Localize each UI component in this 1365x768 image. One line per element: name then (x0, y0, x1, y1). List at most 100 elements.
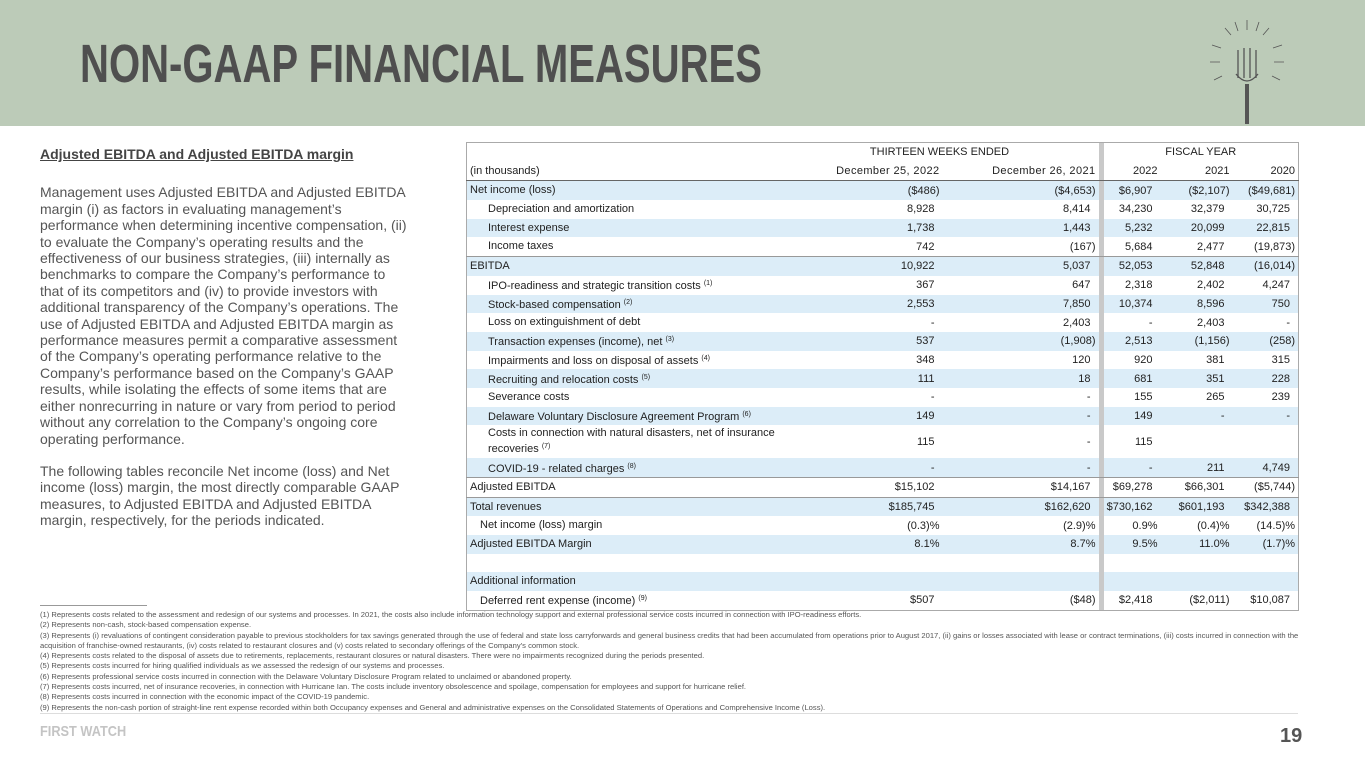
footnote: (6) Represents professional service cost… (40, 671, 572, 681)
value-cell: 5,684 (1103, 237, 1161, 258)
value-cell: 5,037 (942, 256, 1099, 276)
gap (1098, 497, 1104, 517)
value-cell: 34,230 (1118, 203, 1153, 216)
value-cell: 52,848 (1160, 256, 1233, 276)
value-cell: ($5,744) (1232, 477, 1299, 498)
footnote: (3) Represents (i) revaluations of conti… (40, 630, 1299, 650)
value-cell: 315 (1271, 353, 1291, 366)
row-label: Deferred rent expense (income) (9) (467, 591, 781, 610)
value-cell: 7,850 (942, 294, 1099, 314)
value-cell: (1,908) (942, 331, 1099, 351)
value-cell: $185,745 (780, 497, 943, 517)
value-cell: - (930, 391, 935, 404)
footer-rule (40, 713, 1298, 714)
fork-icon (1210, 20, 1284, 124)
footnote: (1) Represents costs related to the asse… (40, 610, 862, 619)
column-header: December 26, 2021 (942, 161, 1099, 182)
column-header: December 25, 2022 (780, 161, 943, 182)
value-cell: 381 (1206, 353, 1225, 366)
table-row: Loss on extinguishment of debt - 2,403 - 2,4… (467, 313, 1299, 332)
gap (1098, 387, 1104, 407)
table-row: Severance costs - - 155 265 239 (467, 387, 1299, 407)
page-number: 19 (1280, 725, 1303, 747)
brand: FIRST WATCH (40, 723, 127, 740)
row-label: Costs in connection with natural disaste… (467, 425, 781, 458)
value-cell (1103, 572, 1161, 592)
value-cell: 367 (916, 279, 935, 292)
value-cell: 22,815 (1232, 218, 1299, 238)
label-text: Adjusted EBITDA (470, 480, 556, 493)
label-text: EBITDA (470, 259, 510, 272)
table-row: Recruiting and relocation costs (5) 111 18… (466, 369, 1299, 388)
table-row: Stock-based compensation (2) 2,553 7,850 10… (466, 294, 1299, 314)
value-cell: (16,014) (1232, 256, 1299, 276)
value-cell: 8,928 (906, 203, 935, 216)
gap (1098, 237, 1104, 258)
value-cell: $162,620 (942, 497, 1099, 517)
value-cell: 18 (942, 369, 1099, 388)
value-cell (1233, 425, 1299, 458)
value-cell: 1,443 (942, 218, 1099, 238)
gap (1098, 535, 1104, 554)
column-header: 2021 (1160, 161, 1233, 182)
footnote-rule (40, 605, 147, 606)
label-text: Stock-based compensation (488, 298, 621, 311)
value-cell: 211 (1160, 458, 1233, 479)
value-cell (1160, 572, 1233, 592)
column-header: (in thousands) (466, 161, 781, 182)
row-label: Delaware Voluntary Disclosure Agreement … (466, 406, 781, 426)
value-cell: 351 (1160, 369, 1233, 388)
value-cell: 742 (780, 237, 943, 258)
cell (781, 554, 943, 573)
value-cell: 10,374 (1103, 294, 1161, 314)
paragraph: The following tables reconcile Net incom… (40, 462, 400, 529)
note-ref: (8) (627, 462, 636, 470)
value-cell: - (780, 458, 943, 479)
value-cell: - (1086, 435, 1091, 448)
value-cell: (1.7)% (1232, 535, 1299, 554)
section-heading: Adjusted EBITDA and Adjusted EBITDA marg… (40, 146, 354, 162)
value-cell: 537 (780, 331, 943, 351)
value-cell: 750 (1232, 294, 1299, 314)
value-cell: - (942, 406, 1099, 426)
gap (1098, 369, 1104, 388)
gap (1098, 313, 1104, 332)
label-text: Net income (loss) (470, 184, 556, 197)
footnote: (5) Represents costs incurred for hiring… (40, 661, 445, 671)
value-cell: 348 (916, 353, 935, 366)
value-cell: 10,922 (780, 256, 943, 276)
note-ref: (5) (641, 373, 651, 381)
value-cell: 149 (1103, 406, 1161, 426)
group-header-row: THIRTEEN WEEKS ENDED FISCAL YEAR (467, 142, 1299, 162)
value-cell: $14,167 (942, 477, 1099, 498)
row-label: Recruiting and relocation costs (5) (466, 369, 781, 388)
table-row: Net income (loss) margin (0.3)% (2.9)% 0.9%… (467, 516, 1299, 536)
table-row: IPO-readiness and strategic transition c… (467, 275, 1299, 295)
value-cell: - (1160, 406, 1233, 426)
column-header-row: (in thousands) December 25, 2022 December … (466, 161, 1299, 182)
value-cell: - (1148, 316, 1153, 329)
row-label: Total revenues (466, 497, 781, 517)
left-text: Adjusted EBITDA and Adjusted EBITDA marg… (40, 146, 412, 545)
gap (1098, 406, 1104, 426)
row-label: Transaction expenses (income), net (3) (466, 331, 781, 351)
row-label: Impairments and loss on disposal of asse… (467, 351, 781, 370)
row-label: COVID-19 - related charges (8) (466, 458, 781, 479)
label-text: Income taxes (488, 240, 554, 253)
value-cell (1161, 425, 1233, 458)
value-cell: 115 (1134, 435, 1153, 448)
value-cell: 11.0% (1160, 535, 1233, 554)
cell (943, 554, 1099, 573)
gap (1098, 142, 1104, 162)
label-text: Loss on extinguishment of debt (488, 316, 641, 329)
value-cell: $10,087 (1250, 594, 1291, 607)
value-cell: 52,053 (1103, 256, 1161, 276)
gap (1098, 477, 1104, 498)
row-label: Adjusted EBITDA Margin (466, 535, 781, 554)
value-cell: 647 (1072, 279, 1091, 292)
label-text: COVID-19 - related charges (488, 462, 625, 475)
label-text: Recruiting and relocation costs (488, 373, 639, 386)
value-cell: 4,749 (1232, 458, 1299, 479)
label-text: Transaction expenses (income), net (488, 336, 663, 349)
row-label: Additional information (466, 572, 781, 592)
